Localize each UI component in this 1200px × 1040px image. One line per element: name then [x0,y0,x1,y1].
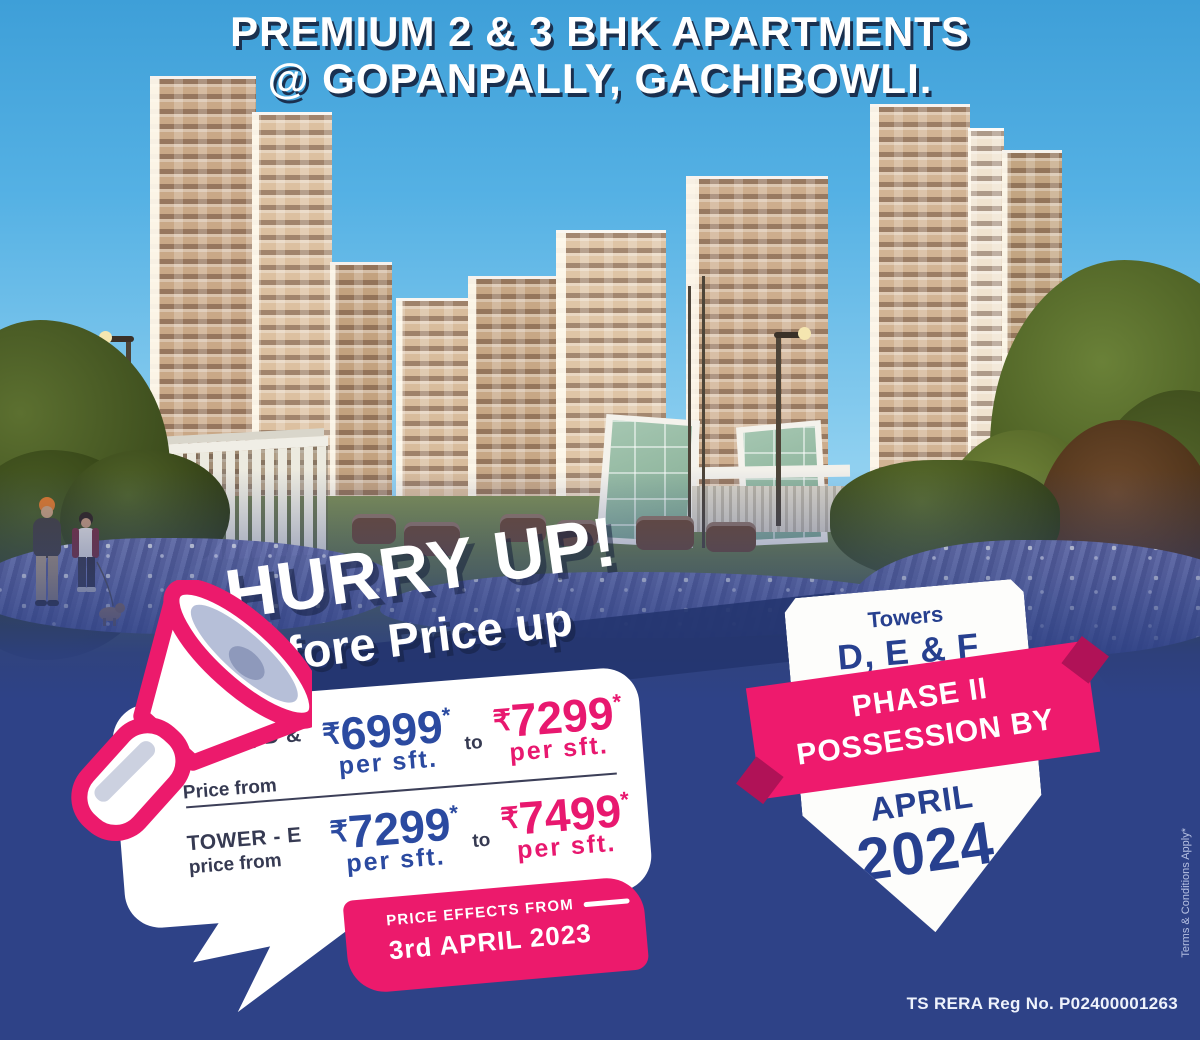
lamp-light [798,327,811,340]
price-to: ₹ 7499 * per sft. [499,784,633,865]
flag-pole [688,286,691,548]
asterisk-note: * [448,800,460,826]
price-from: ₹ 7299 * per sft. [328,798,462,879]
rupee-icon: ₹ [321,718,342,752]
price-connector: to [463,731,484,755]
price-to: ₹ 7299 * per sft. [491,687,625,768]
rupee-icon: ₹ [328,815,350,850]
asterisk-note: * [440,702,452,729]
price-unit: per sft. [345,842,447,879]
rupee-icon: ₹ [491,704,513,739]
rera-registration: TS RERA Reg No. P02400001263 [906,994,1178,1013]
rupee-icon: ₹ [499,802,521,836]
megaphone-icon [71,580,312,842]
lamp-arm [104,336,134,342]
price-unit: per sft. [516,829,618,865]
headline-line1: PREMIUM 2 & 3 BHK APARTMENTS [230,8,970,55]
asterisk-note: * [619,786,630,813]
lamp-arm [774,332,804,338]
possession-year: 2024 [853,808,999,894]
towers-label: Towers [866,601,945,633]
headline: PREMIUM 2 & 3 BHK APARTMENTS @ GOPANPALL… [0,8,1200,102]
price-unit: per sft. [508,731,610,768]
dash-decoration [583,897,630,907]
price-unit: per sft. [337,744,439,781]
price-connector: to [471,829,492,853]
asterisk-note: * [611,689,623,715]
headline-line2: @ GOPANPALLY, GACHIBOWLI. [267,55,933,102]
terms-note: Terms & Conditions Apply* [1180,828,1192,958]
price-from: ₹ 6999 * per sft. [321,700,455,781]
lamp-post [776,336,781,526]
flag-pole [702,276,705,548]
